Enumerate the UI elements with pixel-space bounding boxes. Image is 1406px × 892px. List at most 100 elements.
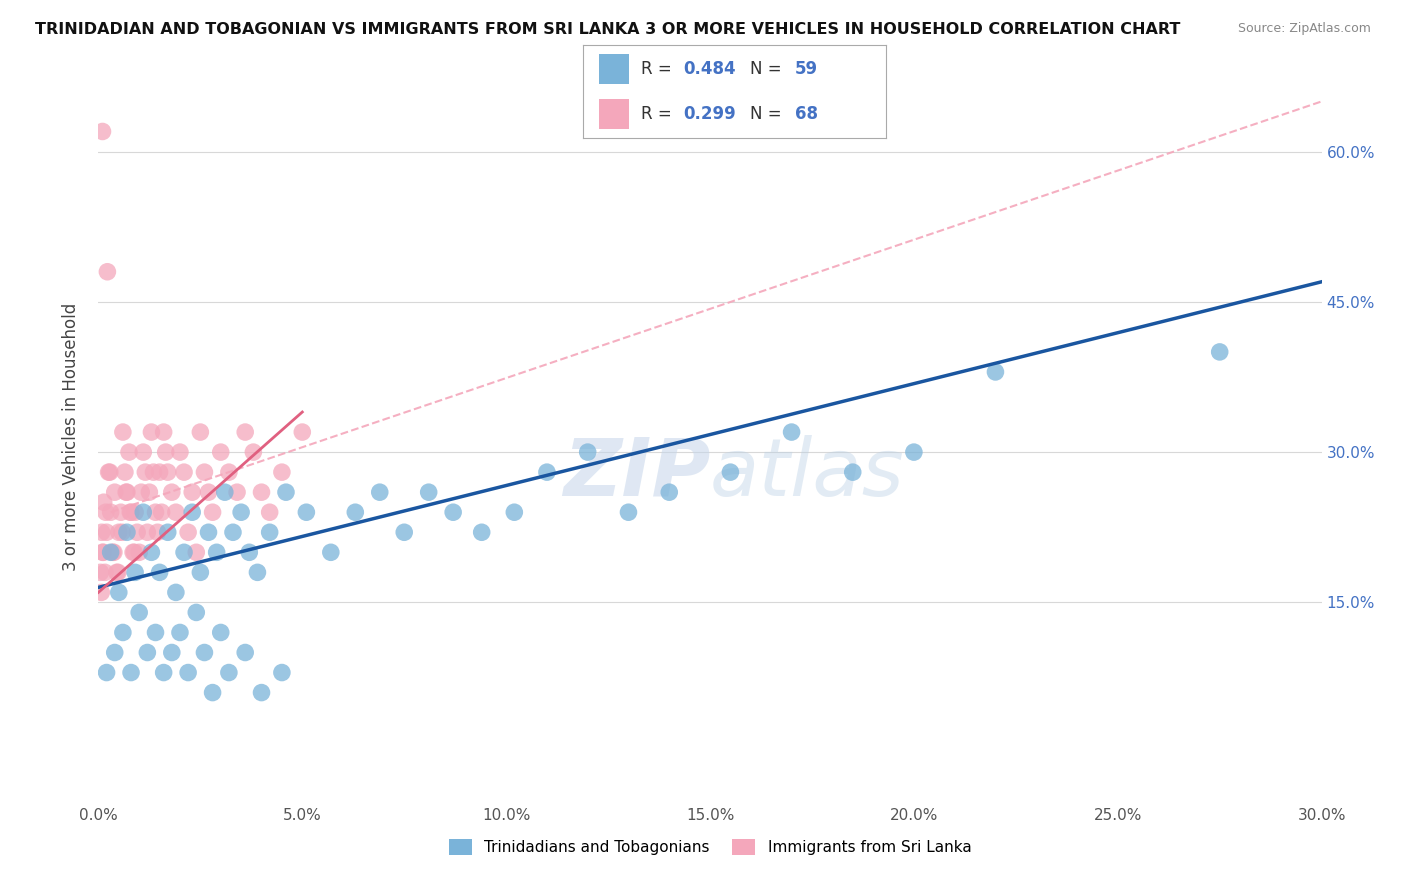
Point — [97, 465, 120, 479]
Point — [418, 485, 440, 500]
Point — [124, 566, 146, 580]
Point — [100, 505, 122, 519]
Point — [222, 525, 245, 540]
Point — [111, 525, 134, 540]
Point — [503, 505, 526, 519]
Point — [155, 445, 177, 459]
Point — [193, 465, 215, 479]
Point — [96, 525, 118, 540]
Point — [841, 465, 863, 479]
Point — [141, 425, 163, 439]
Point — [100, 545, 122, 559]
Point — [186, 606, 208, 620]
Point — [101, 545, 124, 559]
Point — [132, 505, 155, 519]
Point — [134, 465, 156, 479]
Point — [91, 124, 114, 138]
Point — [96, 265, 118, 279]
Point — [111, 625, 134, 640]
Point — [120, 505, 142, 519]
Point — [90, 585, 112, 599]
Point — [115, 485, 138, 500]
Point — [274, 485, 297, 500]
Text: 68: 68 — [796, 105, 818, 123]
Point — [169, 445, 191, 459]
Point — [136, 646, 159, 660]
Point — [118, 445, 141, 459]
Point — [233, 646, 256, 660]
Point — [103, 545, 125, 559]
Point — [165, 585, 187, 599]
Point — [152, 425, 174, 439]
Point — [718, 465, 742, 479]
Point — [96, 665, 118, 680]
Point — [617, 505, 640, 519]
Point — [242, 445, 264, 459]
Point — [1208, 345, 1232, 359]
Point — [110, 505, 132, 519]
Point — [132, 445, 155, 459]
Point — [108, 585, 131, 599]
Point — [105, 566, 128, 580]
Point — [124, 545, 146, 559]
Point — [181, 505, 204, 519]
Point — [98, 465, 121, 479]
Text: 0.484: 0.484 — [683, 60, 735, 78]
Point — [150, 505, 173, 519]
Point — [177, 525, 200, 540]
Bar — [599, 54, 628, 84]
Point — [259, 505, 281, 519]
Point — [145, 505, 167, 519]
Point — [291, 425, 314, 439]
Point — [145, 625, 167, 640]
Text: N =: N = — [749, 60, 786, 78]
Point — [149, 566, 172, 580]
Point — [903, 445, 925, 459]
Text: N =: N = — [749, 105, 786, 123]
Legend: Trinidadians and Tobagonians, Immigrants from Sri Lanka: Trinidadians and Tobagonians, Immigrants… — [443, 833, 977, 861]
Point — [90, 525, 112, 540]
Text: R =: R = — [641, 105, 676, 123]
Bar — [599, 99, 628, 129]
Point — [136, 525, 159, 540]
Point — [471, 525, 494, 540]
Point — [149, 465, 172, 479]
Text: TRINIDADIAN AND TOBAGONIAN VS IMMIGRANTS FROM SRI LANKA 3 OR MORE VEHICLES IN HO: TRINIDADIAN AND TOBAGONIAN VS IMMIGRANTS… — [35, 22, 1181, 37]
Point — [156, 525, 179, 540]
Text: atlas: atlas — [710, 434, 905, 513]
Point — [146, 525, 169, 540]
Point — [209, 625, 232, 640]
Point — [392, 525, 416, 540]
Point — [173, 465, 195, 479]
Point — [201, 505, 224, 519]
Point — [319, 545, 342, 559]
Point — [152, 665, 174, 680]
Point — [142, 465, 165, 479]
Point — [201, 685, 224, 699]
Text: 59: 59 — [796, 60, 818, 78]
Point — [91, 545, 114, 559]
Text: ZIP: ZIP — [562, 434, 710, 513]
Point — [115, 525, 138, 540]
Point — [188, 566, 212, 580]
Point — [160, 646, 183, 660]
Point — [231, 505, 253, 519]
Point — [129, 485, 152, 500]
Point — [658, 485, 681, 500]
Y-axis label: 3 or more Vehicles in Household: 3 or more Vehicles in Household — [62, 303, 80, 571]
Point — [295, 505, 318, 519]
Point — [107, 566, 129, 580]
Point — [441, 505, 464, 519]
Point — [156, 465, 179, 479]
Point — [120, 505, 142, 519]
Text: Source: ZipAtlas.com: Source: ZipAtlas.com — [1237, 22, 1371, 36]
Point — [344, 505, 367, 519]
Point — [124, 505, 146, 519]
Point — [181, 485, 204, 500]
Point — [218, 465, 240, 479]
Text: 0.299: 0.299 — [683, 105, 735, 123]
Point — [94, 505, 117, 519]
Point — [250, 685, 273, 699]
Point — [214, 485, 236, 500]
Point — [226, 485, 249, 500]
